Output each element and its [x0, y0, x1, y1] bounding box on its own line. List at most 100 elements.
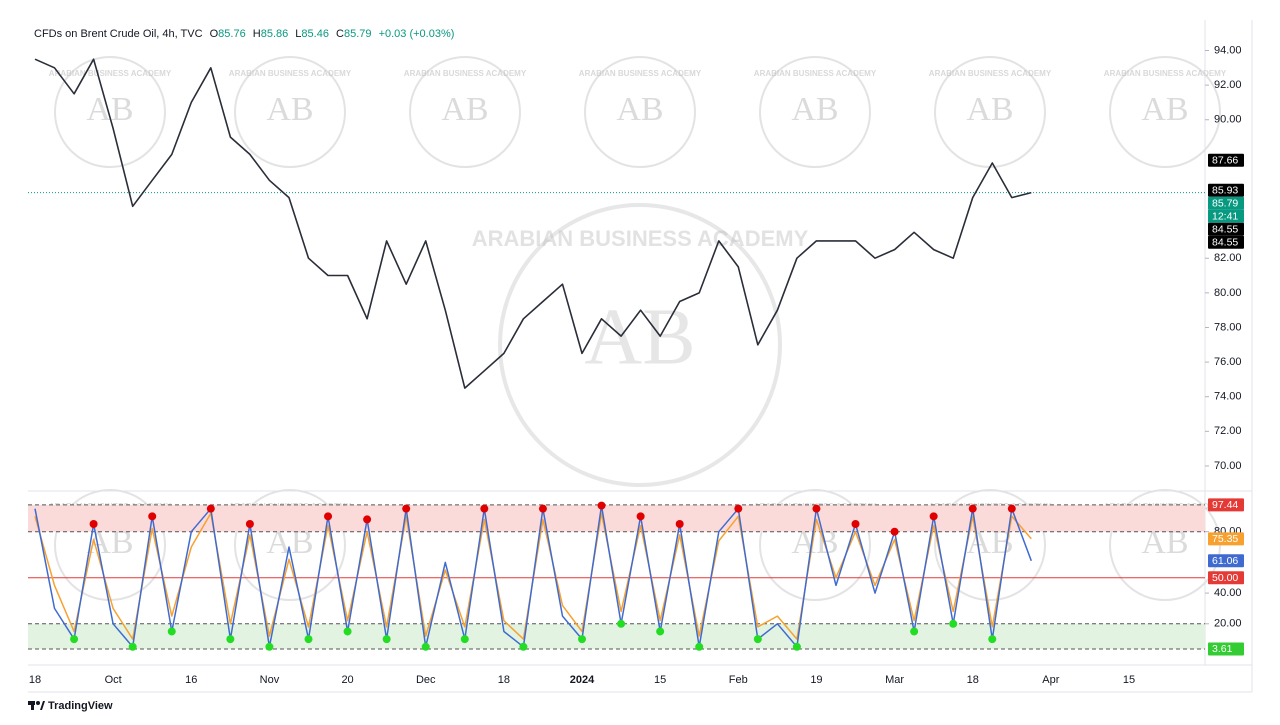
oversold-dot [128, 642, 137, 651]
overbought-dot [538, 504, 547, 513]
overbought-dot [148, 512, 157, 521]
watermark-logo: AB [584, 293, 695, 381]
series-line [34, 58, 1032, 389]
overbought-dot [597, 501, 606, 510]
overbought-dot [363, 515, 372, 524]
oversold-dot [304, 635, 313, 644]
watermark-logo: AB [441, 91, 488, 128]
oversold-dot [578, 635, 587, 644]
overbought-dot [206, 504, 215, 513]
watermark-logo: AB [266, 91, 313, 128]
watermark-logo: AB [791, 91, 838, 128]
band [28, 504, 1205, 532]
watermark-text: ARABIAN BUSINESS ACADEMY [929, 69, 1052, 78]
price-label-box [1208, 498, 1244, 512]
oversold-dot [460, 635, 469, 644]
oversold-dot [695, 642, 704, 651]
price-label-box [1208, 153, 1244, 167]
y-tick-label: 90.00 [1214, 114, 1242, 126]
overbought-dot [812, 504, 821, 513]
y-tick-label: 78.00 [1214, 321, 1242, 333]
y-tick-label: 20.00 [1214, 618, 1242, 630]
price-label: 3.61 [1212, 643, 1233, 655]
oversold-dot [910, 627, 919, 636]
watermark-ring [54, 56, 166, 168]
x-tick-label: Apr [1042, 674, 1059, 686]
oversold-dot [949, 619, 958, 628]
ohlc-value: 85.86 [261, 28, 289, 40]
x-tick-label: Mar [885, 674, 904, 686]
oversold-dot [519, 642, 528, 651]
band [28, 623, 1205, 649]
overbought-dot [402, 504, 411, 513]
x-tick-label: 15 [1123, 674, 1135, 686]
y-tick-label: 82.00 [1214, 252, 1242, 264]
overbought-dot [734, 504, 743, 513]
y-tick-label: 92.00 [1214, 79, 1242, 91]
x-tick-label: 19 [810, 674, 822, 686]
overbought-dot [245, 520, 254, 529]
symbol-title: CFDs on Brent Crude Oil, 4h, TVC [34, 28, 203, 40]
watermark-ring [759, 56, 871, 168]
price-label: 61.06 [1212, 555, 1238, 567]
x-tick-label: 18 [29, 674, 41, 686]
y-tick-label: 72.00 [1214, 425, 1242, 437]
price-label-box [1208, 183, 1244, 197]
overbought-dot [324, 512, 333, 521]
x-tick-label: 18 [967, 674, 979, 686]
overbought-dot [89, 520, 98, 529]
watermark-text: ARABIAN BUSINESS ACADEMY [229, 69, 352, 78]
price-label-box [1208, 642, 1244, 656]
ohlc-value: 85.46 [301, 28, 329, 40]
oversold-dot [617, 619, 626, 628]
watermark-logo: AB [1141, 91, 1188, 128]
watermark-ring [759, 489, 871, 601]
x-tick-label: 18 [498, 674, 510, 686]
x-tick-label: 2024 [570, 674, 595, 686]
y-tick-label: 94.00 [1214, 44, 1242, 56]
ohlc-value: 85.76 [218, 28, 246, 40]
x-tick-label: Oct [105, 674, 122, 686]
oversold-dot [167, 627, 176, 636]
price-label: 87.66 [1212, 155, 1238, 167]
watermark-ring [934, 489, 1046, 601]
ohlc-label: C [336, 28, 344, 40]
y-tick-label: 80.00 [1214, 287, 1242, 299]
oversold-dot [753, 635, 762, 644]
overbought-dot [968, 504, 977, 513]
legend-header: CFDs on Brent Crude Oil, 4h, TVC O85.76 … [34, 28, 454, 40]
x-tick-label: Feb [729, 674, 748, 686]
watermark-ring [1109, 56, 1221, 168]
oversold-dot [70, 635, 79, 644]
price-label: 84.55 [1212, 236, 1238, 248]
ohlc-value: 85.79 [344, 28, 372, 40]
x-tick-label: Dec [416, 674, 436, 686]
x-tick-label: 15 [654, 674, 666, 686]
overbought-dot [890, 527, 899, 536]
price-label-box [1208, 532, 1244, 546]
watermark-ring [409, 56, 521, 168]
price-label-box [1208, 222, 1244, 236]
oversold-dot [382, 635, 391, 644]
oversold-dot [792, 642, 801, 651]
price-label: 85.93 [1212, 184, 1238, 196]
countdown: 12:41 [1212, 210, 1238, 222]
watermark-ring [498, 203, 782, 487]
price-label: 85.79 [1212, 197, 1238, 209]
price-label-box [1208, 235, 1244, 249]
overbought-dot [851, 520, 860, 529]
footer-brand: TradingView [48, 700, 113, 712]
watermark-text: ARABIAN BUSINESS ACADEMY [404, 69, 527, 78]
watermark-logo: AB [616, 91, 663, 128]
price-label: 75.35 [1212, 533, 1238, 545]
change: +0.03 (+0.03%) [379, 28, 455, 40]
watermark-ring [584, 56, 696, 168]
overbought-dot [675, 520, 684, 529]
price-label: 84.55 [1212, 223, 1238, 235]
overbought-dot [1007, 504, 1016, 513]
price-label: 50.00 [1212, 572, 1238, 584]
price-label-box [1208, 196, 1244, 210]
watermark-text: ARABIAN BUSINESS ACADEMY [579, 69, 702, 78]
